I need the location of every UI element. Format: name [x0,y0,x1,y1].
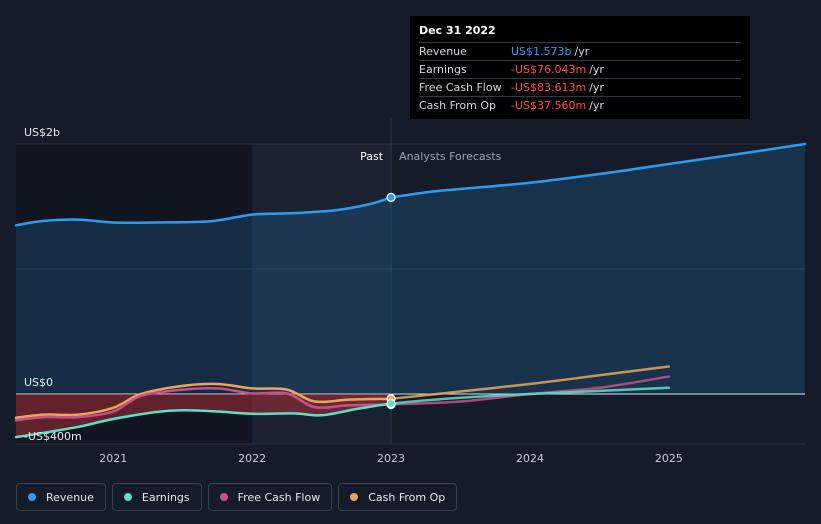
legend-label: Free Cash Flow [237,490,321,504]
tooltip-value: -US$37.560m [511,99,587,112]
legend-item-earnings[interactable]: Earnings [111,483,202,511]
tooltip-value: -US$76.043m [511,63,587,76]
x-tick-label: 2023 [377,452,405,465]
forecast-label: Analysts Forecasts [399,150,502,163]
y-tick-label: US$0 [24,376,53,389]
earnings-line-past [14,402,393,439]
tooltip-label: Cash From Op [419,99,497,112]
cash-from-op-line-forecast [389,365,671,401]
tooltip-unit: /yr [574,45,590,58]
tooltip-unit: /yr [589,99,604,112]
y-tick-label: -US$400m [24,430,82,443]
tooltip-label: Revenue [419,45,467,58]
earnings-line-forecast [389,386,671,405]
legend-item-free-cash-flow[interactable]: Free Cash Flow [207,483,333,511]
legend-dot-icon [219,493,228,501]
tooltip-row-revenue: Revenue US$1.573b /yr [419,42,741,60]
legend-dot-icon [28,493,36,501]
legend-label: Earnings [141,490,190,504]
legend-label: Revenue [46,490,94,504]
legend-dot-icon [123,493,132,501]
x-tick-label: 2022 [238,452,266,465]
past-label: Past [360,150,384,163]
x-tick-label: 2025 [655,452,683,465]
revenue-line-past [14,196,393,227]
revenue-area [16,144,805,394]
tooltip-unit: /yr [589,81,604,94]
legend-dot-icon [350,493,359,501]
x-tick-label: 2021 [99,452,127,465]
tooltip-row-earnings: Earnings -US$76.043m /yr [419,60,741,78]
tooltip-value: US$1.573b [511,45,572,58]
tooltip-label: Free Cash Flow [419,81,502,94]
revenue-line-forecast [389,142,807,199]
y-tick-label: US$2b [24,126,60,139]
free-cash-flow-line-past [14,386,393,422]
legend-item-revenue[interactable]: Revenue [16,483,106,511]
legend-item-cash-from-op[interactable]: Cash From Op [338,483,458,511]
tooltip-row-cash-from-op: Cash From Op -US$37.560m /yr [419,96,741,114]
revenue-marker [386,192,396,202]
tooltip-row-free-cash-flow: Free Cash Flow -US$83.613m /yr [419,78,741,96]
data-tooltip: Dec 31 2022 Revenue US$1.573b /yr Earnin… [410,16,750,119]
chart-legend: Revenue Earnings Free Cash Flow Cash Fro… [16,483,458,511]
tooltip-unit: /yr [589,63,604,76]
legend-label: Cash From Op [368,490,446,504]
earnings-marker [386,398,396,409]
earnings-negative-area [16,394,392,438]
tooltip-date: Dec 31 2022 [419,24,496,37]
x-tick-label: 2024 [516,452,544,465]
tooltip-label: Earnings [419,63,467,76]
cash-from-op-line-past [14,382,393,420]
tooltip-value: -US$83.613m [511,81,587,94]
